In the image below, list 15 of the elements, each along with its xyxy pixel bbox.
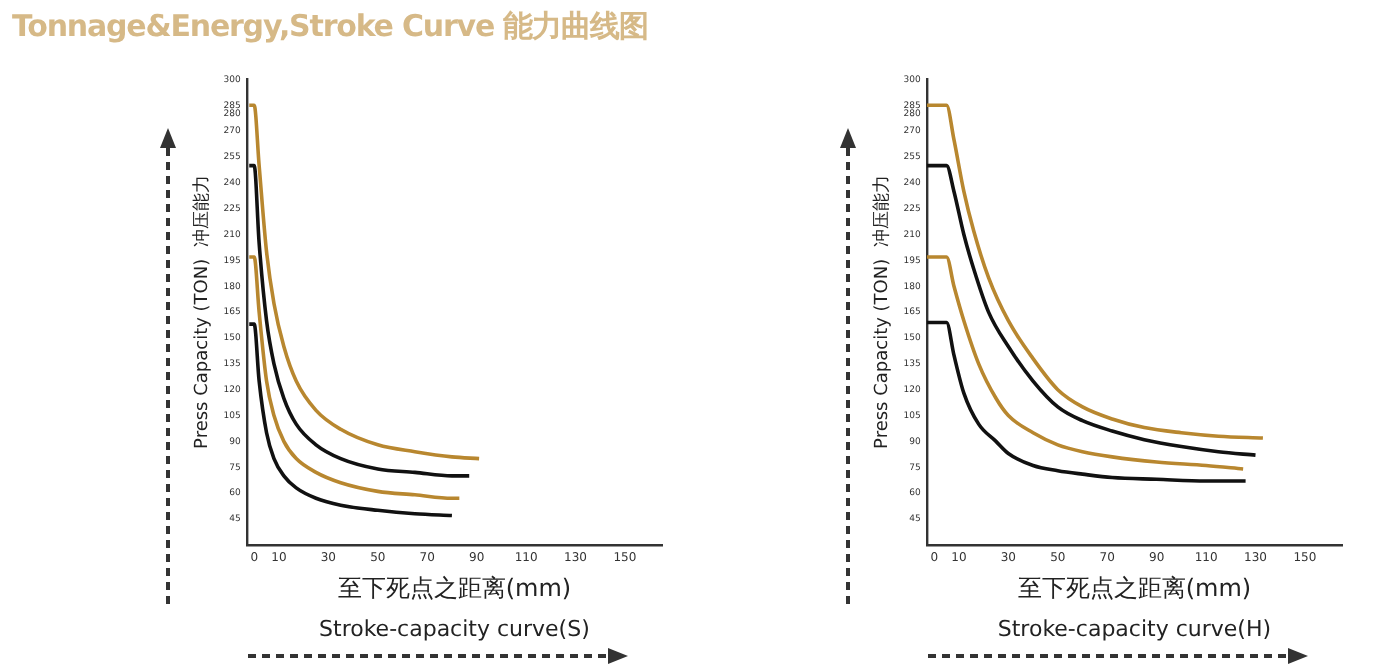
line-series (247, 255, 462, 501)
x-axis-title: 至下死点之距离(mm) (1017, 573, 1252, 602)
line-series (926, 163, 1258, 457)
line-series (247, 103, 481, 461)
x-axis-title: 至下死点之距离(mm) (337, 573, 572, 602)
chart-title: Tonnage&Energy,Stroke Curve 能力曲线图 (12, 8, 648, 46)
y-axis-title: Press Capacity (TON) 冲压能力 (191, 175, 214, 449)
line-series (926, 255, 1245, 471)
line-series (926, 320, 1248, 483)
line-series (247, 163, 472, 478)
line-series (247, 322, 454, 518)
y-axis-title: Press Capacity (TON) 冲压能力 (871, 175, 894, 449)
text: Stroke-capacity curve(S) (319, 616, 590, 642)
text: Stroke-capacity curve(H) (997, 616, 1272, 642)
line-series (926, 103, 1265, 440)
